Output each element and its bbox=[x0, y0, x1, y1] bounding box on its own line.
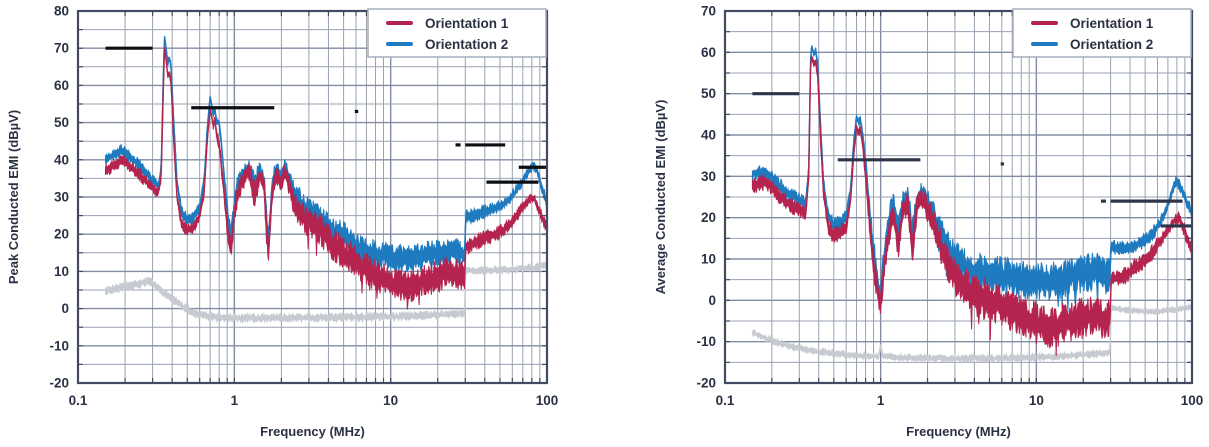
legend: Orientation 1 Orientation 2 bbox=[1012, 8, 1192, 58]
y-tick-label: 50 bbox=[54, 115, 69, 130]
emi-limit-lines bbox=[752, 92, 1192, 228]
series-group bbox=[105, 35, 547, 324]
y-tick-label: 70 bbox=[54, 41, 69, 56]
y-tick-label: -20 bbox=[696, 376, 716, 391]
y-tick-label: 80 bbox=[54, 4, 69, 19]
y-tick-label: 20 bbox=[701, 210, 716, 225]
y-tick-label: 40 bbox=[701, 128, 716, 143]
x-tick-label: 1 bbox=[231, 393, 239, 408]
y-tick-label: 10 bbox=[701, 252, 716, 267]
legend-label-1: Orientation 1 bbox=[1070, 16, 1154, 31]
y-tick-label: 0 bbox=[61, 301, 69, 316]
x-axis-title: Frequency (MHz) bbox=[906, 424, 1011, 439]
y-tick-label: -20 bbox=[49, 376, 69, 391]
legend-label-2: Orientation 2 bbox=[1070, 37, 1153, 52]
y-tick-label: -10 bbox=[49, 338, 69, 353]
x-tick-label: 100 bbox=[536, 393, 559, 408]
y-tick-label: 0 bbox=[708, 293, 716, 308]
legend-label-2: Orientation 2 bbox=[425, 37, 508, 52]
y-tick-label: 60 bbox=[701, 45, 716, 60]
series-noise-floor bbox=[105, 260, 547, 324]
series-group bbox=[751, 45, 1192, 364]
x-tick-label: 10 bbox=[1029, 393, 1044, 408]
y-tick-label: 20 bbox=[54, 227, 69, 242]
x-axis-title: Frequency (MHz) bbox=[260, 424, 365, 439]
x-tick-label: 10 bbox=[383, 393, 398, 408]
series-noise-floor bbox=[751, 303, 1192, 364]
legend-box bbox=[367, 8, 547, 58]
y-tick-label: 40 bbox=[54, 152, 69, 167]
legend-label-1: Orientation 1 bbox=[425, 16, 509, 31]
peak-emi-chart: 80 70 60 50 40 30 20 10 0 -10 -20 0.1 1 10 100 Frequenc… bbox=[6, 4, 558, 440]
legend: Orientation 1 Orientation 2 bbox=[367, 8, 547, 58]
y-tick-label: 50 bbox=[701, 86, 716, 101]
series-orientation-1 bbox=[105, 46, 547, 310]
x-tick-label: 100 bbox=[1181, 393, 1204, 408]
y-tick-label: 30 bbox=[701, 169, 716, 184]
y-tick-label: 60 bbox=[54, 78, 69, 93]
x-tick-label: 0.1 bbox=[69, 393, 88, 408]
y-axis-title: Average Conducted EMI (dBµV) bbox=[653, 100, 668, 295]
grid bbox=[78, 11, 547, 383]
emi-limit-lines bbox=[105, 46, 547, 184]
y-tick-label: 10 bbox=[54, 264, 69, 279]
x-tick-label: 0.1 bbox=[716, 393, 735, 408]
average-emi-chart: 70 60 50 40 30 20 10 0 -10 -20 0.1 1 10 100 Frequency … bbox=[605, 0, 1209, 447]
y-tick-label: 70 bbox=[701, 4, 716, 19]
y-axis-title: Peak Conducted EMI (dBµV) bbox=[6, 110, 21, 284]
legend-box bbox=[1012, 8, 1192, 58]
y-tick-label: 30 bbox=[54, 190, 69, 205]
x-tick-label: 1 bbox=[877, 393, 885, 408]
y-tick-label: -10 bbox=[696, 334, 716, 349]
